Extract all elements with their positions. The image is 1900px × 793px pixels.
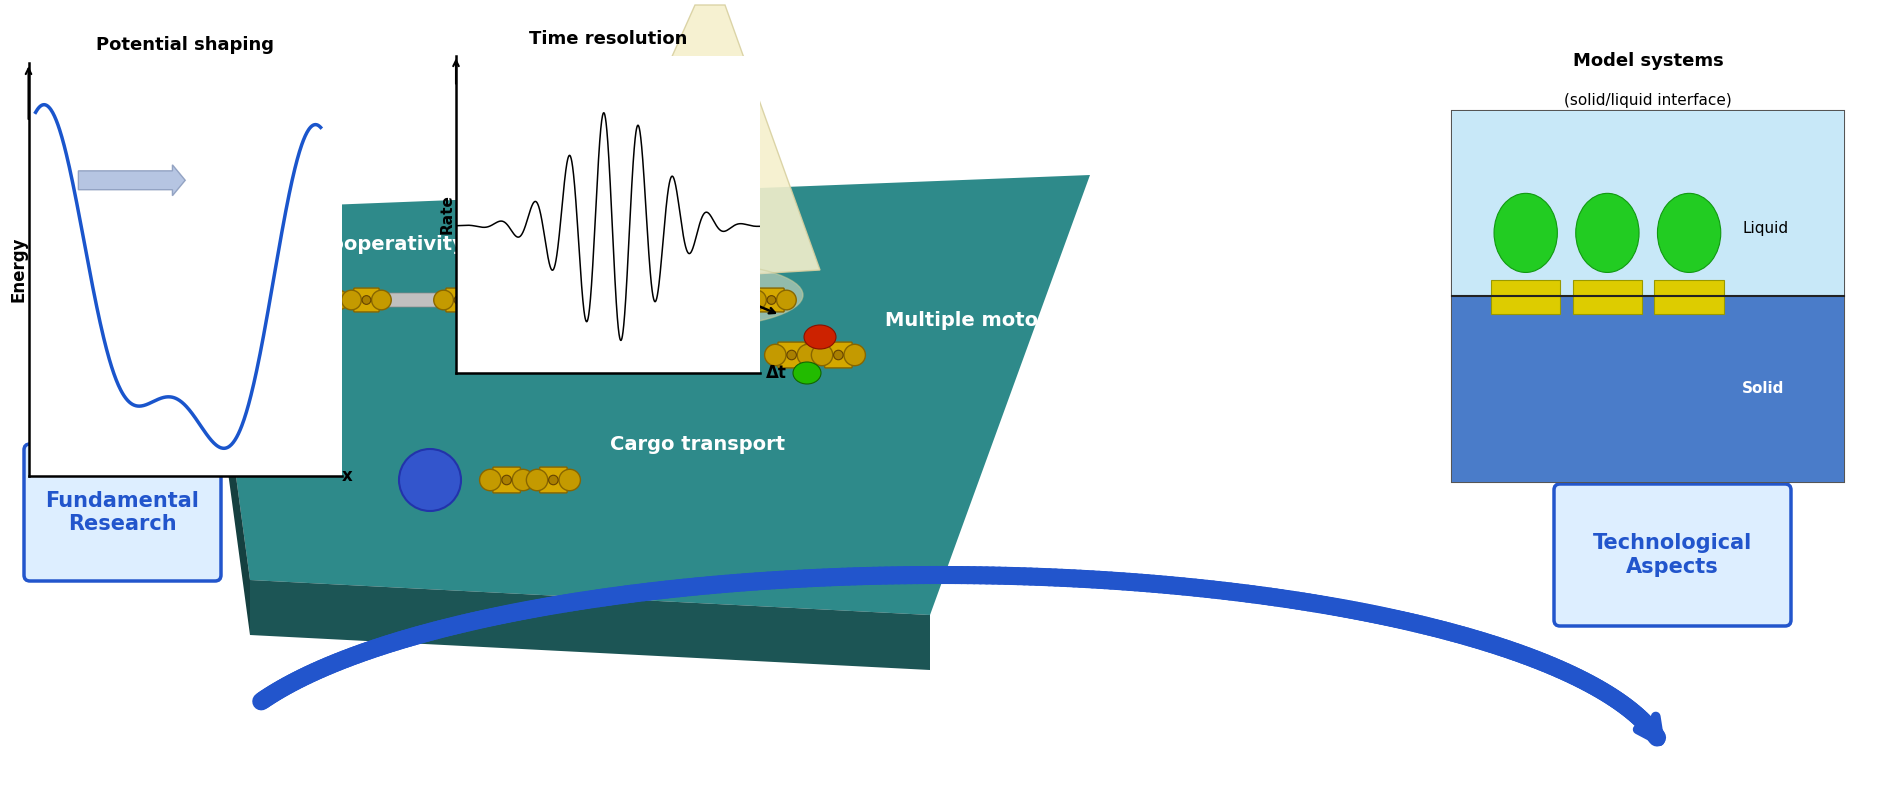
FancyBboxPatch shape (312, 293, 380, 306)
Ellipse shape (612, 290, 631, 310)
FancyBboxPatch shape (446, 288, 471, 312)
Polygon shape (570, 5, 821, 285)
Ellipse shape (477, 290, 496, 310)
FancyBboxPatch shape (777, 348, 853, 362)
Ellipse shape (633, 296, 640, 305)
Ellipse shape (768, 296, 775, 305)
FancyBboxPatch shape (581, 288, 606, 312)
Ellipse shape (804, 325, 836, 349)
Text: Cargo transport: Cargo transport (610, 435, 785, 454)
Text: (solid/liquid interface): (solid/liquid interface) (1564, 93, 1733, 108)
FancyBboxPatch shape (1573, 281, 1642, 314)
Ellipse shape (834, 351, 844, 360)
Ellipse shape (811, 344, 832, 366)
FancyBboxPatch shape (657, 263, 682, 286)
FancyBboxPatch shape (540, 467, 566, 493)
Ellipse shape (526, 469, 547, 491)
Ellipse shape (1493, 193, 1558, 273)
FancyBboxPatch shape (488, 288, 515, 312)
Title: Potential shaping: Potential shaping (97, 36, 274, 54)
Ellipse shape (598, 290, 618, 310)
Y-axis label: Energy: Energy (10, 237, 27, 302)
FancyBboxPatch shape (777, 342, 806, 368)
Ellipse shape (568, 290, 589, 310)
Ellipse shape (502, 475, 511, 485)
FancyBboxPatch shape (353, 288, 380, 312)
FancyBboxPatch shape (25, 444, 220, 581)
FancyBboxPatch shape (716, 288, 741, 312)
Ellipse shape (792, 362, 821, 384)
Ellipse shape (372, 290, 391, 310)
Ellipse shape (589, 296, 598, 305)
FancyBboxPatch shape (623, 288, 650, 312)
Ellipse shape (513, 469, 534, 491)
Ellipse shape (498, 296, 505, 305)
Ellipse shape (342, 290, 361, 310)
Polygon shape (251, 580, 929, 670)
Ellipse shape (674, 266, 694, 285)
Text: Fundamental
Research: Fundamental Research (46, 491, 199, 534)
Ellipse shape (1575, 193, 1640, 273)
FancyBboxPatch shape (1452, 111, 1845, 297)
FancyBboxPatch shape (1554, 484, 1792, 626)
Title: Time resolution: Time resolution (528, 30, 688, 48)
Ellipse shape (399, 449, 462, 511)
Ellipse shape (298, 290, 319, 310)
FancyBboxPatch shape (1492, 281, 1560, 314)
FancyBboxPatch shape (758, 288, 785, 312)
Ellipse shape (507, 290, 526, 310)
Text: Liquid: Liquid (1742, 221, 1788, 236)
FancyBboxPatch shape (581, 293, 650, 306)
Text: Multiple motors: Multiple motors (885, 311, 1060, 330)
Text: Technological
Aspects: Technological Aspects (1592, 534, 1752, 577)
FancyBboxPatch shape (492, 473, 568, 487)
Ellipse shape (616, 251, 644, 279)
Ellipse shape (844, 344, 864, 366)
Ellipse shape (1657, 193, 1721, 273)
FancyBboxPatch shape (825, 342, 851, 368)
Ellipse shape (777, 290, 796, 310)
Text: Model systems: Model systems (1573, 52, 1723, 70)
Ellipse shape (363, 296, 371, 305)
Ellipse shape (724, 296, 733, 305)
Ellipse shape (747, 290, 766, 310)
Ellipse shape (329, 290, 348, 310)
Ellipse shape (764, 344, 787, 366)
Text: Remote
control: Remote control (652, 100, 749, 144)
Ellipse shape (642, 290, 661, 310)
Text: Solid: Solid (1742, 381, 1784, 396)
Ellipse shape (549, 475, 559, 485)
Ellipse shape (433, 290, 454, 310)
FancyBboxPatch shape (1655, 281, 1723, 314)
Text: Cooperativity: Cooperativity (315, 236, 464, 255)
Ellipse shape (559, 469, 580, 491)
Ellipse shape (703, 290, 724, 310)
FancyBboxPatch shape (1452, 297, 1845, 481)
Text: x: x (342, 467, 353, 485)
Ellipse shape (798, 344, 819, 366)
Ellipse shape (479, 469, 502, 491)
Ellipse shape (583, 262, 804, 328)
FancyBboxPatch shape (716, 293, 785, 306)
FancyBboxPatch shape (312, 288, 336, 312)
Ellipse shape (454, 296, 464, 305)
FancyBboxPatch shape (446, 293, 515, 306)
Y-axis label: Rate: Rate (439, 194, 454, 234)
Ellipse shape (733, 290, 754, 310)
Text: Δt: Δt (766, 364, 787, 381)
Ellipse shape (319, 296, 329, 305)
Polygon shape (200, 210, 251, 635)
FancyArrow shape (78, 165, 186, 196)
Ellipse shape (787, 351, 796, 360)
Ellipse shape (665, 270, 674, 279)
Ellipse shape (646, 266, 665, 285)
FancyBboxPatch shape (289, 293, 781, 307)
Ellipse shape (464, 290, 483, 310)
FancyBboxPatch shape (492, 467, 521, 493)
Polygon shape (200, 175, 1091, 615)
